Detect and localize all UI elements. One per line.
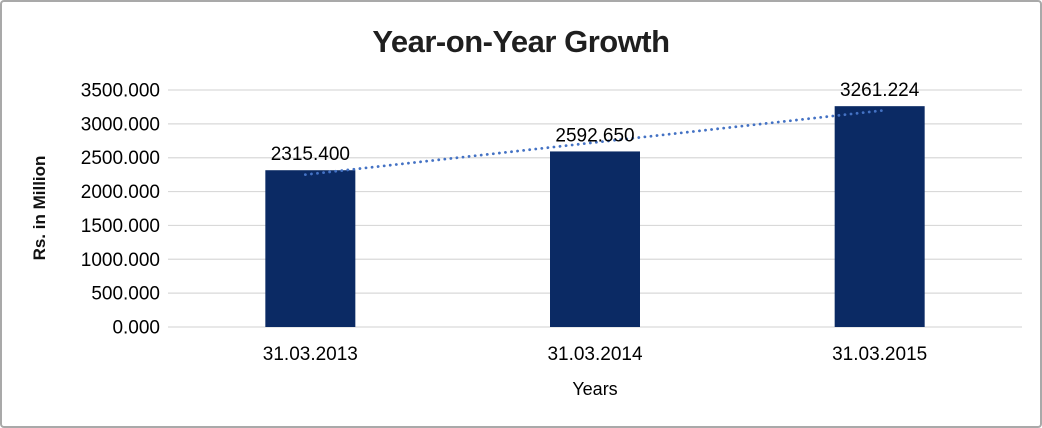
y-tick-label: 2500.000 <box>81 148 160 169</box>
bar-value-label: 2592.650 <box>555 125 634 146</box>
x-category-label: 31.03.2015 <box>832 344 927 365</box>
x-category-label: 31.03.2013 <box>263 344 358 365</box>
bar-31.03.2015 <box>834 106 925 327</box>
y-tick-label: 1500.000 <box>81 216 160 237</box>
bar-31.03.2014 <box>550 151 640 327</box>
y-tick-label: 0.000 <box>112 318 160 339</box>
bar-value-label: 2315.400 <box>271 144 350 165</box>
y-tick-label: 1000.000 <box>81 250 160 271</box>
bar-31.03.2013 <box>265 170 356 327</box>
y-tick-label: 3500.000 <box>81 81 160 102</box>
x-category-label: 31.03.2014 <box>547 344 643 365</box>
chart-title: Year-on-Year Growth <box>372 24 670 59</box>
y-tick-label: 3000.000 <box>81 114 160 135</box>
trendline <box>303 109 884 177</box>
x-axis-title: Years <box>572 379 618 399</box>
y-tick-label: 500.000 <box>91 284 160 305</box>
y-tick-label: 2000.000 <box>81 182 160 203</box>
bar-value-label: 3261.224 <box>840 80 920 101</box>
